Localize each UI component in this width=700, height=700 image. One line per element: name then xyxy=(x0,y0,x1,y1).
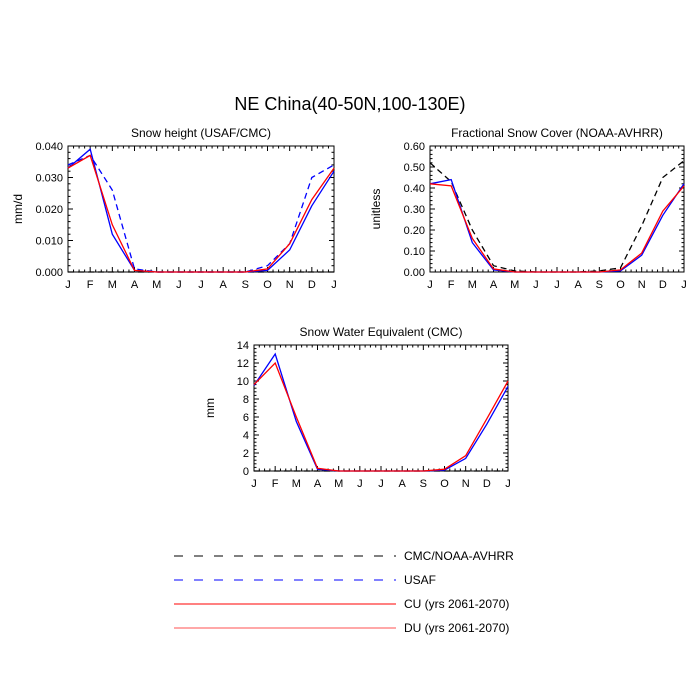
y-tick-label: 12 xyxy=(237,358,249,370)
x-tick-label: A xyxy=(314,478,322,490)
x-tick-label: A xyxy=(398,478,406,490)
x-tick-label: N xyxy=(638,279,646,291)
x-tick-label: J xyxy=(176,279,182,291)
y-tick-label: 0.000 xyxy=(35,267,63,279)
y-tick-label: 2 xyxy=(243,448,249,460)
legend-item: CU (yrs 2061-2070) xyxy=(174,597,509,611)
x-tick-label: S xyxy=(242,279,249,291)
x-tick-label: F xyxy=(448,279,455,291)
series-cmc-noaa-avhrr xyxy=(429,160,685,273)
series-du-yrs-2061-2070 xyxy=(253,361,509,472)
x-tick-label: J xyxy=(65,279,71,291)
x-tick-label: M xyxy=(108,279,117,291)
x-tick-label: M xyxy=(334,478,343,490)
series-cu-yrs-2061-2070 xyxy=(429,178,685,273)
y-axis-label: unitless xyxy=(369,189,383,230)
y-tick-label: 4 xyxy=(243,430,249,442)
figure-title: NE China(40-50N,100-130E) xyxy=(234,94,466,114)
x-tick-label: N xyxy=(286,279,294,291)
y-tick-label: 10 xyxy=(237,376,249,388)
x-tick-label: A xyxy=(219,279,227,291)
y-tick-label: 0 xyxy=(243,466,249,478)
x-tick-label: J xyxy=(554,279,560,291)
y-tick-label: 0.040 xyxy=(35,141,63,153)
series-du-yrs-2061-2070 xyxy=(429,183,685,273)
x-tick-label: D xyxy=(483,478,491,490)
panel-title: Snow height (USAF/CMC) xyxy=(131,126,271,140)
x-tick-label: J xyxy=(505,478,511,490)
x-tick-label: A xyxy=(131,279,139,291)
x-tick-label: M xyxy=(510,279,519,291)
x-tick-label: F xyxy=(272,478,279,490)
plot-frame xyxy=(429,145,685,273)
series-usaf xyxy=(67,154,335,273)
y-tick-label: 8 xyxy=(243,394,249,406)
y-tick-label: 0.10 xyxy=(404,246,425,258)
legend-item: CMC/NOAA-AVHRR xyxy=(174,549,514,563)
x-tick-label: J xyxy=(357,478,363,490)
x-tick-label: D xyxy=(659,279,667,291)
x-tick-label: J xyxy=(198,279,204,291)
y-tick-label: 0.020 xyxy=(35,204,63,216)
x-tick-label: A xyxy=(490,279,498,291)
y-tick-label: 14 xyxy=(237,340,249,352)
x-tick-label: J xyxy=(533,279,539,291)
x-tick-label: S xyxy=(596,279,603,291)
y-tick-label: 0.010 xyxy=(35,236,63,248)
series-cu-yrs-2061-2070 xyxy=(253,352,509,472)
panel-1: Snow height (USAF/CMC)mm/dJ F M A M J J A S O N D J0… xyxy=(11,126,337,291)
y-tick-label: 0.30 xyxy=(404,204,425,216)
legend-label: CU (yrs 2061-2070) xyxy=(404,597,509,611)
x-tick-label: O xyxy=(263,279,272,291)
y-tick-label: 0.40 xyxy=(404,183,425,195)
legend-item: USAF xyxy=(174,573,436,587)
legend-item: DU (yrs 2061-2070) xyxy=(174,621,509,635)
x-tick-label: S xyxy=(420,478,427,490)
y-axis-label: mm xyxy=(203,398,217,418)
x-tick-label: N xyxy=(462,478,470,490)
legend-label: DU (yrs 2061-2070) xyxy=(404,621,509,635)
y-tick-label: 0.030 xyxy=(35,173,63,185)
x-tick-label: J xyxy=(681,279,687,291)
x-tick-label: J xyxy=(427,279,433,291)
x-tick-label: F xyxy=(87,279,94,291)
series-du-yrs-2061-2070 xyxy=(67,154,335,273)
panel-title: Snow Water Equivalent (CMC) xyxy=(300,325,463,339)
x-tick-label: M xyxy=(152,279,161,291)
y-tick-label: 0.60 xyxy=(404,141,425,153)
legend-label: CMC/NOAA-AVHRR xyxy=(404,549,514,563)
legend: CMC/NOAA-AVHRR USAF CU (yrs 2061-2070) DU (… xyxy=(174,549,514,635)
x-tick-label: J xyxy=(251,478,257,490)
x-tick-label: O xyxy=(440,478,449,490)
y-tick-label: 0.20 xyxy=(404,225,425,237)
x-tick-label: A xyxy=(574,279,582,291)
x-tick-label: J xyxy=(378,478,384,490)
y-tick-label: 0.00 xyxy=(404,267,425,279)
y-tick-label: 6 xyxy=(243,412,249,424)
x-tick-label: O xyxy=(616,279,625,291)
panel-title: Fractional Snow Cover (NOAA-AVHRR) xyxy=(451,126,663,140)
x-tick-label: D xyxy=(308,279,316,291)
x-tick-label: M xyxy=(292,478,301,490)
panel-3: Snow Water Equivalent (CMC)mmJ F M A M J J A S O N… xyxy=(203,325,511,490)
legend-label: USAF xyxy=(404,573,436,587)
y-tick-label: 0.50 xyxy=(404,162,425,174)
panel-2: Fractional Snow Cover (NOAA-AVHRR) unitle… xyxy=(369,126,687,291)
x-tick-label: M xyxy=(468,279,477,291)
y-axis-label: mm/d xyxy=(11,194,25,224)
x-tick-label: J xyxy=(331,279,337,291)
